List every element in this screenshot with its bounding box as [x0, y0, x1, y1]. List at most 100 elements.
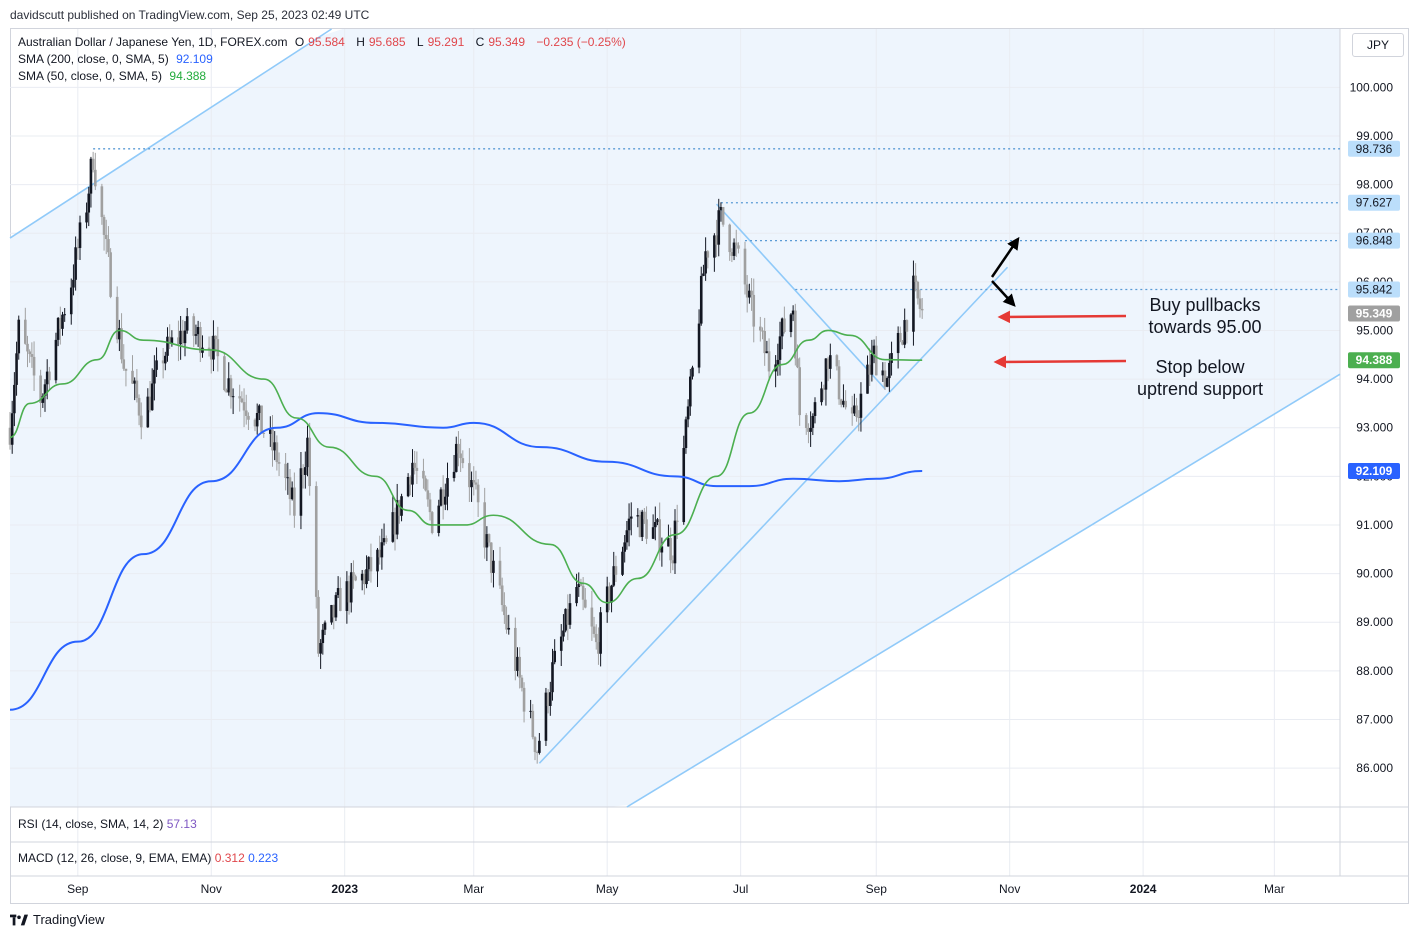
rsi-pane-legend[interactable]: RSI (14, close, SMA, 14, 2) 57.13 — [18, 817, 197, 831]
candle-body — [850, 407, 854, 414]
price-badge-level: 96.848 — [1348, 232, 1400, 249]
candle-up — [610, 584, 613, 613]
candle-up — [183, 321, 187, 357]
candle-body — [667, 538, 670, 547]
candle-body — [559, 636, 563, 651]
candle-up — [360, 569, 364, 591]
candle-down — [522, 682, 526, 723]
stop-zone-arrow — [993, 355, 1127, 369]
candle-down — [500, 577, 504, 612]
candle-body — [842, 400, 845, 405]
candle-body — [271, 429, 274, 451]
moving-averages — [9, 329, 923, 711]
y-tick-label: 100.000 — [1350, 80, 1394, 94]
candle-down — [798, 357, 801, 426]
sma200-legend[interactable]: SMA (200, close, 0, SMA, 5) 92.109 — [18, 52, 217, 66]
candle-down — [214, 335, 217, 353]
sma50-value: 94.388 — [169, 69, 207, 83]
candle-up — [454, 436, 458, 473]
candle-up — [686, 399, 690, 428]
candle-body — [454, 443, 458, 472]
symbol-legend[interactable]: Australian Dollar / Japanese Yen, 1D, FO… — [18, 35, 630, 49]
candle-up — [627, 503, 631, 547]
candle-down — [422, 458, 425, 489]
candle-body — [748, 290, 751, 298]
candle-body — [503, 605, 506, 616]
candle-body — [214, 335, 217, 340]
candle-up — [765, 340, 769, 354]
candle-up — [778, 321, 782, 376]
candle-body — [161, 360, 165, 364]
candle-down — [122, 344, 126, 371]
candle-down — [209, 336, 213, 374]
y-tick-label: 89.000 — [1356, 615, 1393, 629]
candle-body — [881, 370, 885, 376]
symbol-name: Australian Dollar / Japanese Yen, 1D, FO… — [18, 35, 288, 49]
candle-down — [415, 451, 419, 484]
annotation-arrows — [990, 236, 1127, 369]
candle-body — [568, 603, 572, 625]
candle-body — [474, 482, 478, 485]
channel-fill-area — [10, 29, 1340, 807]
candle-body — [63, 314, 66, 316]
y-tick-label: 86.000 — [1356, 761, 1393, 775]
candle-down — [135, 369, 139, 403]
candle-down — [284, 452, 287, 491]
currency-button[interactable]: JPY — [1352, 33, 1404, 57]
candle-up — [640, 509, 644, 542]
sma50-label: SMA (50, close, 0, SMA, 5) — [18, 69, 163, 83]
candle-down — [277, 452, 281, 477]
candle-down — [461, 450, 465, 469]
candle-body — [120, 328, 123, 360]
candle-up — [258, 404, 261, 421]
candle-body — [48, 371, 51, 381]
candle-body — [225, 389, 228, 393]
price-badge-bg — [1348, 305, 1400, 322]
sma50-legend[interactable]: SMA (50, close, 0, SMA, 5) 94.388 — [18, 69, 210, 83]
candle-up — [529, 699, 532, 719]
candle-body — [912, 275, 915, 332]
candle-down — [899, 326, 902, 343]
candle-down — [584, 588, 587, 609]
candle-up — [684, 416, 688, 454]
candle-up — [813, 397, 817, 424]
candle-body — [194, 334, 198, 336]
candle-down — [354, 574, 357, 582]
candle-body — [273, 442, 276, 451]
candle-body — [89, 158, 93, 194]
candle-up — [809, 411, 812, 447]
candle-body — [804, 415, 808, 428]
candle-up — [553, 639, 556, 665]
candle-down — [855, 397, 858, 422]
candle-body — [706, 251, 710, 258]
candle-down — [91, 151, 95, 173]
candle-up — [667, 524, 670, 547]
candle-body — [890, 353, 893, 363]
macd-pane-legend[interactable]: MACD (12, 26, close, 9, EMA, EMA) 0.312 … — [18, 851, 278, 865]
candle-body — [247, 415, 250, 420]
candle-body — [654, 522, 657, 528]
candle-up — [290, 481, 294, 501]
candle-down — [32, 341, 36, 391]
candle-body — [614, 566, 618, 575]
candle-up — [699, 266, 703, 326]
candle-body — [409, 476, 412, 485]
candle-up — [85, 202, 88, 229]
candle-up — [689, 368, 692, 416]
candle-down — [413, 450, 416, 475]
candle-body — [376, 549, 379, 572]
candle-body — [538, 740, 541, 753]
candle-body — [118, 328, 121, 340]
candle-body — [903, 320, 906, 345]
candle-body — [636, 515, 640, 517]
candle-body — [761, 330, 764, 332]
tradingview-brand[interactable]: TradingView — [10, 912, 105, 927]
price-badge-sma200: 92.109 — [1348, 463, 1400, 480]
candle-up — [577, 572, 581, 597]
candle-body — [39, 375, 42, 403]
candle-up — [682, 435, 686, 525]
candle-up — [166, 327, 169, 362]
candle-body — [10, 413, 14, 445]
candle-body — [415, 467, 419, 471]
